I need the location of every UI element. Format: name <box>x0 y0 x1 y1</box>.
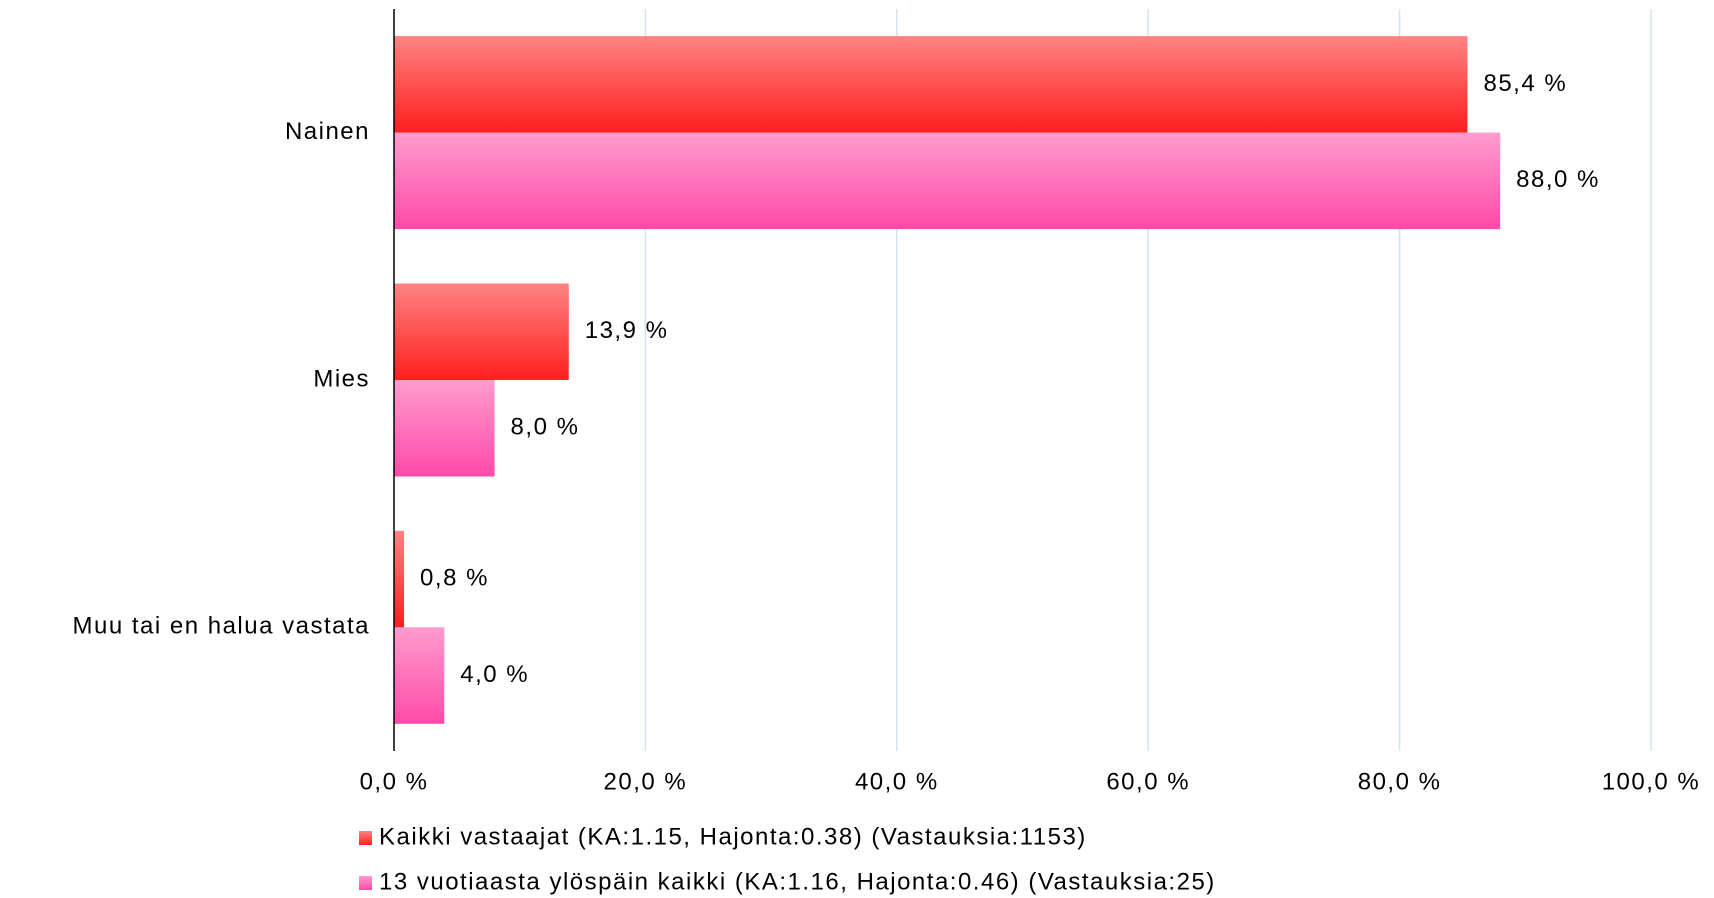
value-label: 85,4 % <box>1483 70 1567 97</box>
bar-shine <box>394 380 495 477</box>
value-label: 4,0 % <box>460 661 529 688</box>
y-tick-label: Nainen <box>285 118 370 145</box>
value-label: 0,8 % <box>420 564 489 591</box>
x-tick-label: 0,0 % <box>360 768 429 795</box>
value-label: 13,9 % <box>585 317 669 344</box>
bar-shine <box>394 283 569 380</box>
y-tick-label: Mies <box>313 365 370 392</box>
legend-label: Kaikki vastaajat (KA:1.15, Hajonta:0.38)… <box>379 823 1087 850</box>
y-tick-label: Muu tai en halua vastata <box>72 613 370 640</box>
value-label: 88,0 % <box>1516 166 1600 193</box>
bar-shine <box>394 627 445 724</box>
bar-shine <box>394 132 1501 230</box>
legend-swatch-shine <box>359 876 372 890</box>
legend-label: 13 vuotiaasta ylöspäin kaikki (KA:1.16, … <box>379 868 1216 895</box>
x-tick-label: 60,0 % <box>1106 768 1190 795</box>
x-tick-label: 20,0 % <box>604 768 688 795</box>
legend-swatch-shine <box>359 831 372 845</box>
value-label: 8,0 % <box>511 414 580 441</box>
x-tick-label: 40,0 % <box>855 768 939 795</box>
x-tick-label: 100,0 % <box>1602 768 1701 795</box>
bar-shine <box>394 36 1468 133</box>
bar-shine <box>394 530 405 628</box>
x-tick-label: 80,0 % <box>1358 768 1442 795</box>
